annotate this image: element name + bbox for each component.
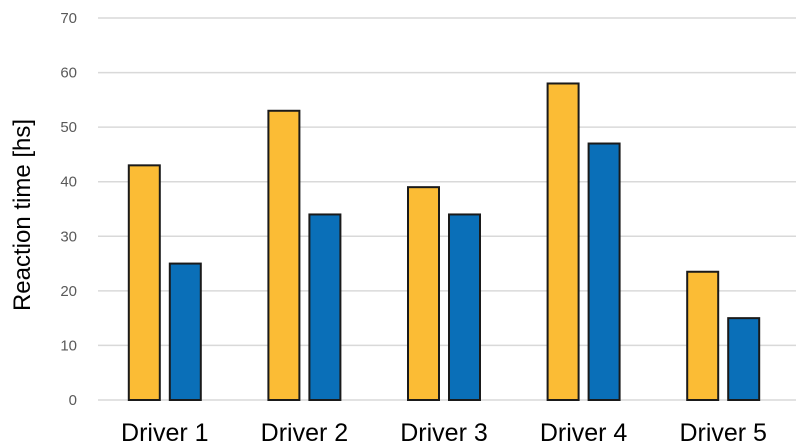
gridlines <box>98 17 796 401</box>
bar-1-driver-1 <box>127 164 161 401</box>
bar-2-driver-1 <box>168 262 202 402</box>
bar-2-driver-2 <box>308 213 342 401</box>
x-tick-label: Driver 2 <box>261 419 349 445</box>
x-tick-label: Driver 4 <box>540 419 628 445</box>
x-tick-label: Driver 5 <box>679 419 767 445</box>
bar-1-driver-2 <box>267 109 301 402</box>
y-tick-label: 60 <box>60 65 77 82</box>
bar-2-driver-3 <box>448 213 481 401</box>
bar-2-driver-4 <box>587 142 621 401</box>
bar-1-driver-3 <box>407 186 440 401</box>
y-axis-ticks: 0 10 20 30 40 50 60 70 <box>60 10 77 409</box>
y-tick-label: 50 <box>60 119 77 136</box>
y-tick-label: 70 <box>60 10 77 27</box>
y-tick-label: 10 <box>60 337 77 354</box>
x-tick-label: Driver 3 <box>400 419 488 445</box>
x-axis-ticks: Driver 1 Driver 2 Driver 3 Driver 4 Driver 5 <box>121 419 767 445</box>
y-tick-label: 20 <box>60 283 77 300</box>
bar-1-driver-5 <box>686 270 720 401</box>
bar-1-driver-4 <box>546 82 580 401</box>
y-tick-label: 30 <box>60 228 77 245</box>
y-tick-label: 0 <box>69 392 77 409</box>
y-axis-title: Reaction time [hs] <box>9 119 36 311</box>
y-tick-label: 40 <box>60 174 77 191</box>
bar-2-driver-5 <box>727 317 761 401</box>
x-tick-label: Driver 1 <box>121 419 209 445</box>
bars <box>127 82 761 402</box>
